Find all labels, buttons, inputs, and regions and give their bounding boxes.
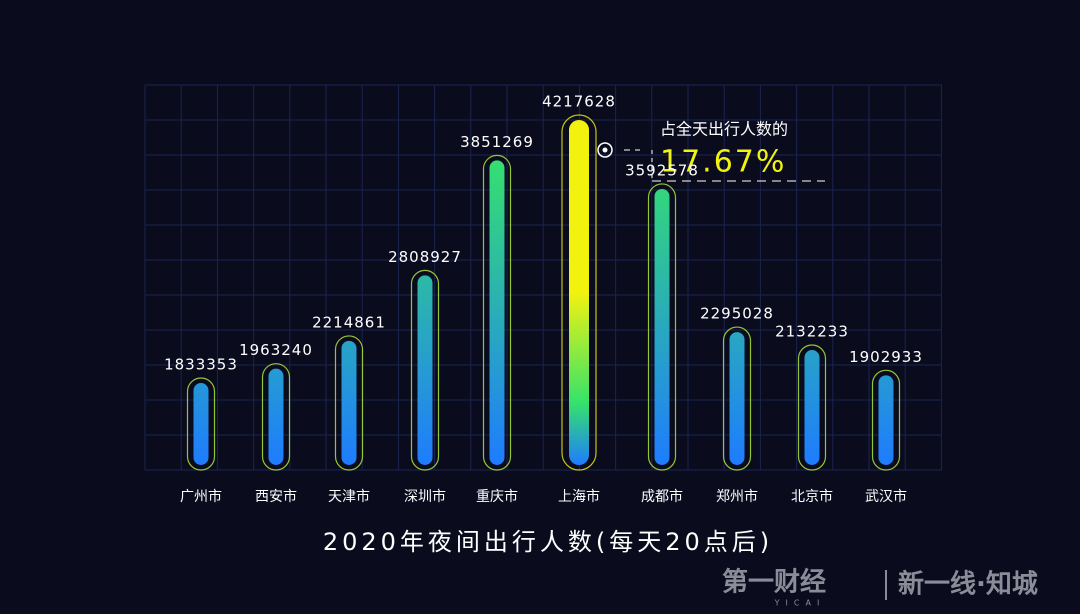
brand-left-sub: YICAI (774, 599, 826, 608)
bar-outline (482, 154, 512, 471)
bar (193, 383, 209, 465)
value-label: 3851269 (460, 133, 534, 151)
bar (654, 188, 670, 465)
annotation-text: 占全天出行人数的 (660, 120, 788, 139)
x-tick-label: 深圳市 (404, 488, 446, 505)
bar (268, 368, 284, 465)
x-tick-label: 武汉市 (865, 488, 907, 505)
value-label: 3592578 (625, 161, 699, 179)
annotation-value: 17.67% (660, 145, 786, 180)
value-label: 1902933 (849, 348, 923, 366)
brand-right: 新一线·知城 (898, 569, 1038, 600)
x-tick-label: 广州市 (180, 488, 222, 505)
value-label: 2808927 (388, 248, 462, 266)
bar (878, 375, 894, 465)
value-label: 1833353 (164, 356, 238, 374)
x-tick-label: 重庆市 (476, 488, 518, 505)
bar (804, 350, 820, 465)
bar (489, 160, 505, 465)
x-tick-label: 成都市 (641, 488, 683, 505)
x-tick-label: 郑州市 (716, 488, 758, 505)
value-label: 1963240 (239, 341, 313, 359)
value-label: 2295028 (700, 305, 774, 323)
bar-outline (261, 363, 291, 471)
bar-outline (722, 326, 752, 471)
x-tick-label: 北京市 (791, 488, 833, 505)
bar-outline (334, 335, 364, 471)
bar (417, 275, 433, 465)
chart-title: 2020年夜间出行人数(每天20点后) (323, 528, 773, 556)
value-label: 4217628 (542, 93, 616, 111)
bar-outline (871, 369, 901, 471)
bar-outline (186, 377, 216, 471)
bar (341, 340, 357, 465)
x-tick-label: 西安市 (255, 488, 297, 505)
bar-outline (410, 269, 440, 471)
bar-outline (647, 183, 677, 471)
brand-left: 第一财经 (722, 567, 826, 598)
x-tick-label: 上海市 (558, 488, 600, 505)
annotation-marker-dot (602, 147, 608, 153)
value-label: 2214861 (312, 313, 386, 331)
x-tick-label: 天津市 (328, 488, 370, 505)
annotation-marker (597, 142, 613, 158)
bar-outline (561, 114, 597, 471)
value-label: 2132233 (775, 323, 849, 341)
bar-outline (797, 344, 827, 471)
bar (569, 120, 589, 465)
bar (729, 332, 745, 465)
